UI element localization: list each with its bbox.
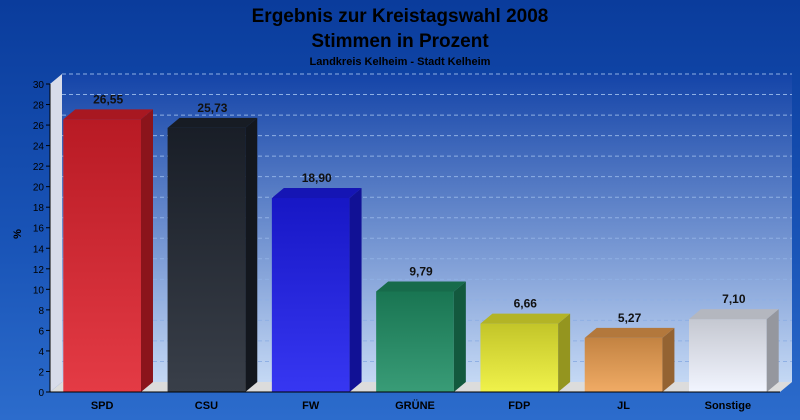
y-tick-label: 26 xyxy=(33,121,45,132)
y-tick-label: 30 xyxy=(33,80,45,91)
bar-side xyxy=(558,314,570,392)
bar-front xyxy=(585,338,663,392)
x-tick-label: FDP xyxy=(508,400,530,412)
data-label: 9,79 xyxy=(409,264,433,278)
y-axis: 024681012141618202224262830 xyxy=(33,80,50,399)
y-tick-label: 10 xyxy=(33,285,45,296)
x-tick-label: Sonstige xyxy=(705,400,751,412)
y-tick-label: 18 xyxy=(33,203,45,214)
bar-top xyxy=(689,309,779,319)
data-label: 25,73 xyxy=(197,101,227,115)
chart-title: Ergebnis zur Kreistagswahl 2008 xyxy=(252,6,549,27)
y-tick-label: 0 xyxy=(38,388,44,399)
data-label: 5,27 xyxy=(618,311,642,325)
bar-top xyxy=(480,314,570,324)
y-tick-label: 2 xyxy=(38,367,44,378)
bar-csu: 25,73 xyxy=(168,101,258,392)
bar-front xyxy=(168,128,246,392)
bar-side xyxy=(245,118,257,392)
y-tick-label: 12 xyxy=(33,265,45,276)
x-tick-label: SPD xyxy=(91,400,114,412)
y-tick-label: 14 xyxy=(33,244,45,255)
bar-top xyxy=(376,281,466,291)
y-tick-label: 20 xyxy=(33,183,45,194)
y-tick-label: 16 xyxy=(33,224,45,235)
bar-side xyxy=(767,309,779,392)
data-label: 7,10 xyxy=(722,292,746,306)
bar-top xyxy=(272,188,362,198)
bar-top xyxy=(585,328,675,338)
x-tick-label: CSU xyxy=(195,400,218,412)
x-tick-label: GRÜNE xyxy=(395,399,435,412)
bar-side xyxy=(454,281,466,392)
bar-side xyxy=(141,109,153,392)
bar-fw: 18,90 xyxy=(272,171,362,392)
chart-note: Landkreis Kelheim - Stadt Kelheim xyxy=(310,56,491,68)
data-label: 18,90 xyxy=(302,171,332,185)
bar-front xyxy=(376,291,454,392)
data-label: 6,66 xyxy=(514,297,538,311)
chart-subtitle: Stimmen in Prozent xyxy=(311,31,489,52)
y-tick-label: 28 xyxy=(33,101,45,112)
bar-spd: 26,55 xyxy=(63,92,153,392)
y-tick-label: 6 xyxy=(38,326,44,337)
x-axis: SPD CSU FW GRÜNE FDP JL Sonstige xyxy=(50,392,780,412)
y-axis-label: % xyxy=(12,229,24,239)
y-tick-label: 8 xyxy=(38,306,44,317)
bar-front xyxy=(63,119,141,392)
x-tick-label: FW xyxy=(302,400,320,412)
bar-grüne: 9,79 xyxy=(376,264,466,392)
plot-side-wall xyxy=(50,74,62,392)
bar-top xyxy=(168,118,258,128)
bar-side xyxy=(662,328,674,392)
y-tick-label: 24 xyxy=(33,142,45,153)
y-tick-label: 4 xyxy=(38,347,44,358)
bar-front xyxy=(272,198,350,392)
y-tick-label: 22 xyxy=(33,162,45,173)
bar-side xyxy=(350,188,362,392)
bar-top xyxy=(63,109,153,119)
x-tick-label: JL xyxy=(617,400,630,412)
bar-front xyxy=(689,319,767,392)
data-label: 26,55 xyxy=(93,92,123,106)
bar-front xyxy=(480,324,558,392)
